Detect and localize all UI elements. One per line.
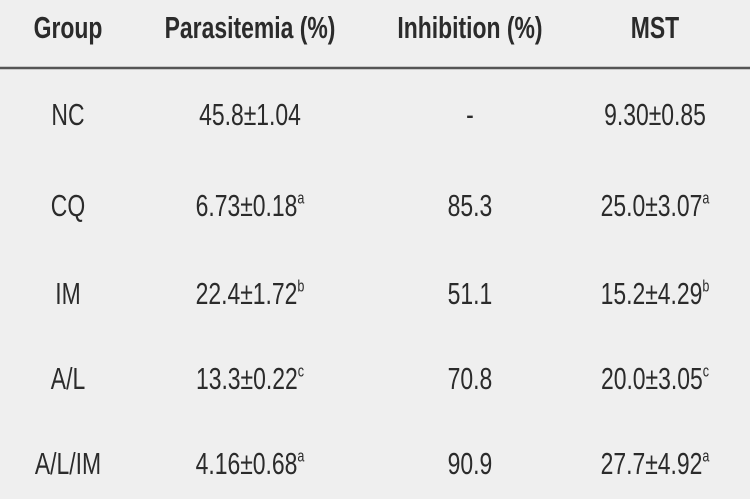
cell-text: 9.30±0.85: [604, 97, 706, 132]
cell-text: 85.3: [448, 188, 493, 223]
cell: CQ: [51, 188, 85, 223]
cell-text: NC: [51, 97, 84, 132]
cell-text: -: [466, 97, 474, 132]
cell: 20.0±3.05c: [601, 361, 710, 396]
cell: 85.3: [448, 188, 493, 223]
cell: 9.30±0.85: [604, 97, 706, 132]
cell-text: 27.7±4.92: [601, 446, 703, 481]
cell-text: 6.73±0.18: [196, 188, 298, 223]
cell-text: 20.0±3.05: [601, 361, 703, 396]
superscript: b: [297, 277, 304, 296]
superscript: b: [702, 277, 709, 296]
cell-text: A/L: [51, 361, 85, 396]
cell: 15.2±4.29b: [601, 276, 710, 311]
cell: A/L/IM: [35, 446, 101, 481]
cell: 70.8: [448, 361, 493, 396]
cell-text: 90.9: [448, 446, 493, 481]
cell-text: 25.0±3.07: [601, 188, 703, 223]
cell-text: 45.8±1.04: [199, 97, 301, 132]
cell: 27.7±4.92a: [601, 446, 710, 481]
header-cell-text: Inhibition (%): [397, 10, 542, 45]
cell: 25.0±3.07a: [601, 188, 710, 223]
header-cell: Group: [34, 10, 103, 45]
cell-text: 51.1: [448, 276, 493, 311]
superscript: c: [703, 362, 710, 381]
header-cell: MST: [631, 10, 680, 45]
header-cell: Inhibition (%): [397, 10, 542, 45]
cell-text: 70.8: [448, 361, 493, 396]
cell: 22.4±1.72b: [196, 276, 305, 311]
cell-text: 15.2±4.29: [601, 276, 703, 311]
cell-text: 13.3±0.22: [196, 361, 298, 396]
cell: NC: [51, 97, 84, 132]
header-cell-text: Group: [34, 10, 103, 45]
cell: -: [466, 97, 474, 132]
header-cell-text: MST: [631, 10, 680, 45]
header-cell-text: Parasitemia (%): [165, 10, 336, 45]
cell: 6.73±0.18a: [196, 188, 305, 223]
cell-text: 22.4±1.72: [196, 276, 298, 311]
cell-text: A/L/IM: [35, 446, 101, 481]
header-cell: Parasitemia (%): [165, 10, 336, 45]
cell: 45.8±1.04: [199, 97, 301, 132]
cell: A/L: [51, 361, 85, 396]
superscript: a: [297, 447, 305, 466]
cell-text: CQ: [51, 188, 85, 223]
table-content: Group Parasitemia (%) Inhibition (%) MST NC 4…: [34, 10, 710, 481]
cell: 13.3±0.22c: [196, 361, 305, 396]
cell: 90.9: [448, 446, 493, 481]
superscript: a: [702, 447, 710, 466]
superscript: a: [702, 189, 710, 208]
cell-text: 4.16±0.68: [196, 446, 298, 481]
cell-text: IM: [55, 276, 80, 311]
superscript: a: [297, 189, 305, 208]
superscript: c: [298, 362, 305, 381]
cell: 4.16±0.68a: [196, 446, 305, 481]
cell: 51.1: [448, 276, 493, 311]
cell: IM: [55, 276, 80, 311]
